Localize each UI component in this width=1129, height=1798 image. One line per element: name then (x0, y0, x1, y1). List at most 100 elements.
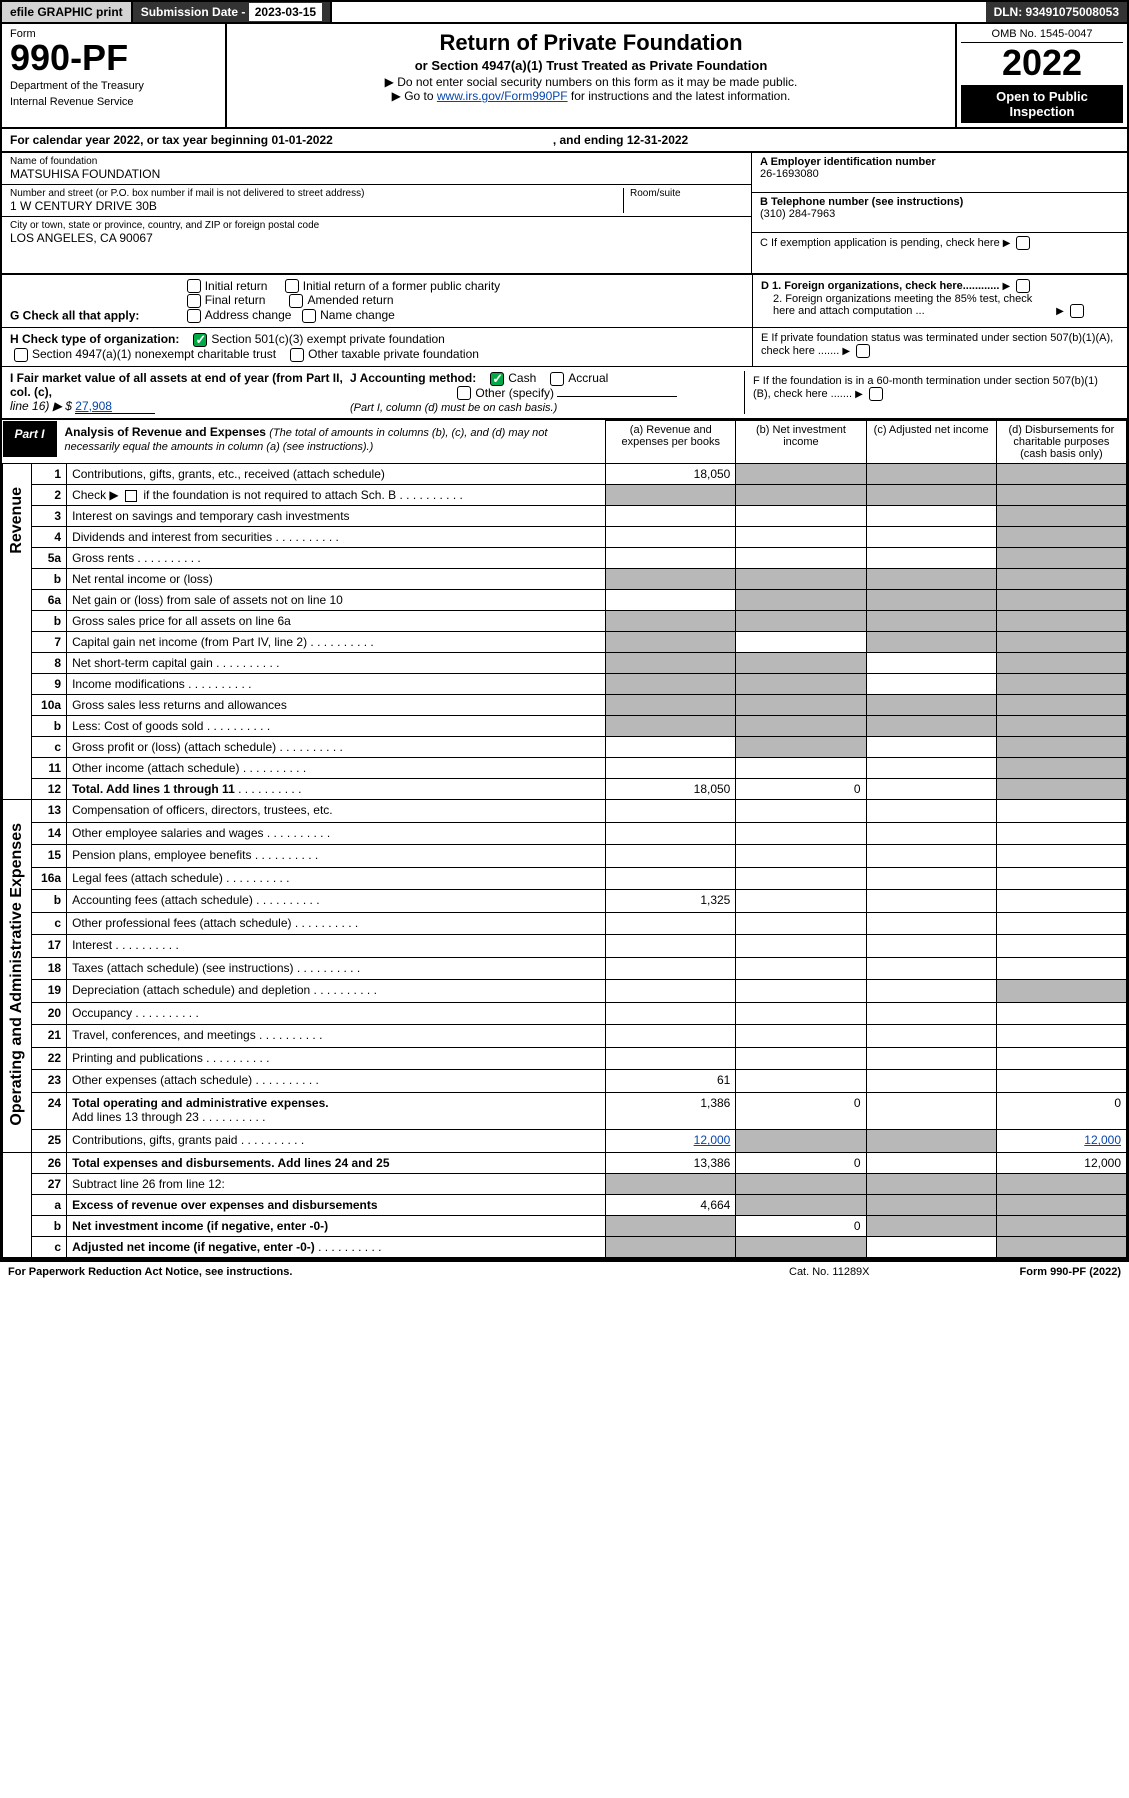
line-num: 6a (32, 590, 67, 611)
name-label: Name of foundation (10, 156, 743, 167)
col-a-header: (a) Revenue and expenses per books (606, 421, 736, 464)
i-j-f-row: I Fair market value of all assets at end… (2, 367, 1127, 421)
row-11: 11Other income (attach schedule) (3, 758, 1127, 779)
calendar-begin: For calendar year 2022, or tax year begi… (10, 133, 333, 147)
irs-link[interactable]: www.irs.gov/Form990PF (437, 89, 568, 103)
row-6a: 6aNet gain or (loss) from sale of assets… (3, 590, 1127, 611)
amt-b (736, 464, 866, 485)
line-desc: Printing and publications (67, 1047, 606, 1070)
amt-d[interactable]: 12,000 (1084, 1133, 1121, 1147)
line-num: 5a (32, 548, 67, 569)
line-desc: Pension plans, employee benefits (67, 845, 606, 868)
line-num: c (32, 737, 67, 758)
line-desc: Other income (attach schedule) (67, 758, 606, 779)
city-label: City or town, state or province, country… (10, 220, 743, 231)
d2-label: 2. Foreign organizations meeting the 85%… (773, 293, 1053, 317)
line-num: 4 (32, 527, 67, 548)
footer: For Paperwork Reduction Act Notice, see … (0, 1260, 1129, 1282)
line-num: c (32, 1237, 67, 1258)
d2-checkbox[interactable] (1070, 304, 1084, 318)
fmv-value: 27,908 (75, 399, 155, 414)
line-num: 3 (32, 506, 67, 527)
h-other-checkbox[interactable] (290, 348, 304, 362)
g-amended: Amended return (307, 293, 393, 307)
exemption-label: C If exemption application is pending, c… (760, 237, 1000, 249)
h-4947-checkbox[interactable] (14, 348, 28, 362)
row-5a: 5aGross rents (3, 548, 1127, 569)
row-17: 17Interest (3, 935, 1127, 958)
f-checkbox[interactable] (869, 387, 883, 401)
e-checkbox[interactable] (856, 344, 870, 358)
g-address-checkbox[interactable] (187, 309, 201, 323)
line-num: b (32, 1216, 67, 1237)
room-label: Room/suite (630, 188, 743, 199)
row-27b: bNet investment income (if negative, ent… (3, 1216, 1127, 1237)
d1-label: D 1. Foreign organizations, check here..… (761, 280, 999, 292)
g-name-checkbox[interactable] (302, 309, 316, 323)
g-initial-public-checkbox[interactable] (285, 279, 299, 293)
f-label: F If the foundation is in a 60-month ter… (753, 375, 1098, 400)
checks-block: G Check all that apply: Initial return I… (2, 275, 1127, 367)
line-num: 26 (32, 1153, 67, 1174)
row-13: Operating and Administrative Expenses13C… (3, 800, 1127, 823)
i-block: I Fair market value of all assets at end… (10, 371, 350, 415)
row-16c: cOther professional fees (attach schedul… (3, 912, 1127, 935)
ein-label: A Employer identification number (760, 156, 936, 168)
amt-d: 0 (996, 1092, 1126, 1130)
line-num: 19 (32, 980, 67, 1003)
part1-table: Part I Analysis of Revenue and Expenses … (2, 420, 1127, 1258)
g-final-checkbox[interactable] (187, 294, 201, 308)
h-501c3: Section 501(c)(3) exempt private foundat… (211, 332, 444, 346)
line-desc: Adjusted net income (if negative, enter … (67, 1237, 606, 1258)
line-num: 25 (32, 1130, 67, 1153)
info-block: Name of foundation MATSUHISA FOUNDATION … (2, 153, 1127, 275)
line-num: 1 (32, 464, 67, 485)
name-row: Name of foundation MATSUHISA FOUNDATION (2, 153, 751, 185)
row-27: 27Subtract line 26 from line 12: (3, 1174, 1127, 1195)
phone-value: (310) 284-7963 (760, 208, 835, 220)
d1-checkbox[interactable] (1016, 279, 1030, 293)
row-10a: 10aGross sales less returns and allowanc… (3, 695, 1127, 716)
footer-mid: Cat. No. 11289X (789, 1266, 870, 1278)
line-num: 23 (32, 1070, 67, 1093)
row-27a: aExcess of revenue over expenses and dis… (3, 1195, 1127, 1216)
h-501c3-checkbox[interactable] (193, 333, 207, 347)
foundation-name: MATSUHISA FOUNDATION (10, 167, 160, 181)
amt-a[interactable]: 12,000 (694, 1133, 731, 1147)
row-19: 19Depreciation (attach schedule) and dep… (3, 980, 1127, 1003)
amt-a: 18,050 (606, 779, 736, 800)
e-label: E If private foundation status was termi… (761, 332, 1113, 357)
dept-treasury: Department of the Treasury (10, 80, 217, 92)
line-desc: Gross sales price for all assets on line… (67, 611, 606, 632)
j-other-checkbox[interactable] (457, 386, 471, 400)
amt-a: 18,050 (606, 464, 736, 485)
row-1: Revenue1Contributions, gifts, grants, et… (3, 464, 1127, 485)
line-num: 22 (32, 1047, 67, 1070)
line-num: 21 (32, 1025, 67, 1048)
line-num: 11 (32, 758, 67, 779)
line-num: b (32, 890, 67, 913)
exemption-checkbox[interactable] (1016, 236, 1030, 250)
info-left: Name of foundation MATSUHISA FOUNDATION … (2, 153, 752, 273)
j-cash-checkbox[interactable] (490, 372, 504, 386)
g-amended-checkbox[interactable] (289, 294, 303, 308)
amt-a: 13,386 (606, 1153, 736, 1174)
line-desc: Other professional fees (attach schedule… (67, 912, 606, 935)
line-num: b (32, 569, 67, 590)
schb-checkbox[interactable] (125, 490, 137, 502)
revenue-vlabel: Revenue (3, 464, 32, 800)
line-desc: Contributions, gifts, grants, etc., rece… (67, 464, 606, 485)
g-initial-checkbox[interactable] (187, 279, 201, 293)
header-center: Return of Private Foundation or Section … (227, 24, 957, 127)
row-7: 7Capital gain net income (from Part IV, … (3, 632, 1127, 653)
line-desc: Occupancy (67, 1002, 606, 1025)
j-accrual-checkbox[interactable] (550, 372, 564, 386)
amt-a: 61 (606, 1070, 736, 1093)
line-desc: Dividends and interest from securities (67, 527, 606, 548)
form-subtitle: or Section 4947(a)(1) Trust Treated as P… (239, 58, 943, 73)
row-18: 18Taxes (attach schedule) (see instructi… (3, 957, 1127, 980)
exemption-row: C If exemption application is pending, c… (752, 233, 1127, 273)
row-26: 26Total expenses and disbursements. Add … (3, 1153, 1127, 1174)
amt-b: 0 (736, 1092, 866, 1130)
line-desc: Check ▶ if the foundation is not require… (67, 485, 606, 506)
